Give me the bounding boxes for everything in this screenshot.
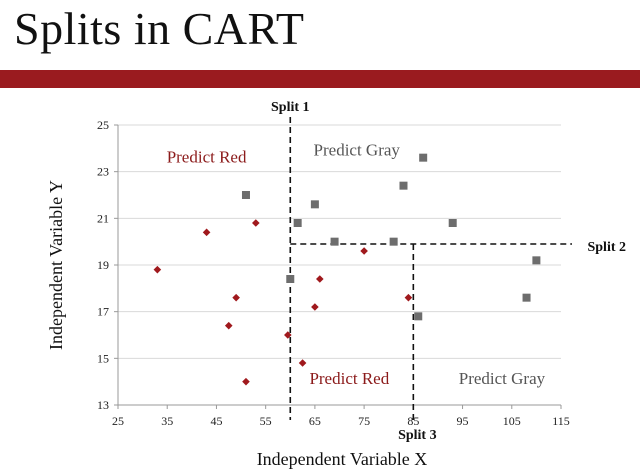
- red-point: [360, 247, 368, 255]
- red-point: [252, 219, 260, 227]
- y-tick-label: 17: [97, 305, 109, 319]
- x-tick-label: 35: [161, 414, 173, 428]
- gray-point: [448, 219, 457, 227]
- red-point: [232, 293, 240, 302]
- red-point: [316, 275, 324, 283]
- split-lines: Split 1 Split 2 Split 3: [271, 100, 626, 443]
- region-label: Predict Gray: [459, 369, 546, 388]
- region-label: Predict Gray: [314, 140, 401, 159]
- slide-title: Splits in CART: [14, 3, 305, 54]
- x-tick-label: 55: [260, 414, 272, 428]
- x-tick-label: 105: [503, 414, 521, 428]
- gray-point: [419, 153, 428, 162]
- split-label: Split 3: [398, 428, 437, 443]
- y-tick-label: 13: [97, 398, 109, 412]
- red-point: [404, 293, 413, 302]
- gray-point: [414, 312, 423, 321]
- gridlines: [118, 124, 561, 359]
- red-point: [153, 265, 162, 274]
- red-point: [224, 321, 233, 330]
- y-tick-label: 21: [97, 211, 109, 225]
- gray-point: [310, 200, 319, 209]
- region-label: Predict Red: [167, 147, 247, 166]
- x-tick-label: 65: [309, 414, 321, 428]
- gray-point: [330, 237, 339, 246]
- gray-point: [532, 256, 541, 265]
- axes: [114, 124, 562, 409]
- x-tick-labels: 25 35 45 55 65 75 85 95 105 115: [112, 414, 570, 428]
- y-tick-label: 25: [97, 118, 109, 132]
- y-tick-label: 23: [97, 165, 109, 179]
- red-point: [242, 377, 250, 386]
- title-bar: [0, 70, 640, 88]
- gray-point: [522, 293, 531, 302]
- x-tick-label: 75: [358, 414, 370, 428]
- split-label: Split 2: [587, 240, 626, 255]
- x-tick-label: 115: [552, 414, 570, 428]
- split-label: Split 1: [271, 100, 310, 115]
- gray-point: [399, 181, 408, 190]
- region-labels: Predict Red Predict Gray Predict Red Predic…: [167, 140, 546, 388]
- region-label: Predict Red: [309, 369, 389, 388]
- gray-point: [293, 219, 302, 227]
- y-tick-labels: 13 15 17 19 21 23 25: [97, 118, 109, 412]
- gray-point: [286, 275, 295, 283]
- x-tick-label: 95: [457, 414, 469, 428]
- x-tick-label: 25: [112, 414, 124, 428]
- red-point: [311, 303, 319, 311]
- x-axis-label: Independent Variable X: [257, 449, 428, 469]
- red-point: [202, 228, 211, 237]
- gray-point: [389, 237, 398, 246]
- y-axis-label: Independent Variable Y: [46, 180, 66, 350]
- y-tick-label: 15: [97, 351, 109, 365]
- red-point: [284, 331, 292, 339]
- data-points: [153, 153, 541, 386]
- x-tick-label: 45: [210, 414, 222, 428]
- gray-point: [241, 191, 250, 199]
- red-point: [298, 359, 307, 367]
- x-tick-label: 85: [407, 414, 419, 428]
- y-tick-label: 19: [97, 258, 109, 272]
